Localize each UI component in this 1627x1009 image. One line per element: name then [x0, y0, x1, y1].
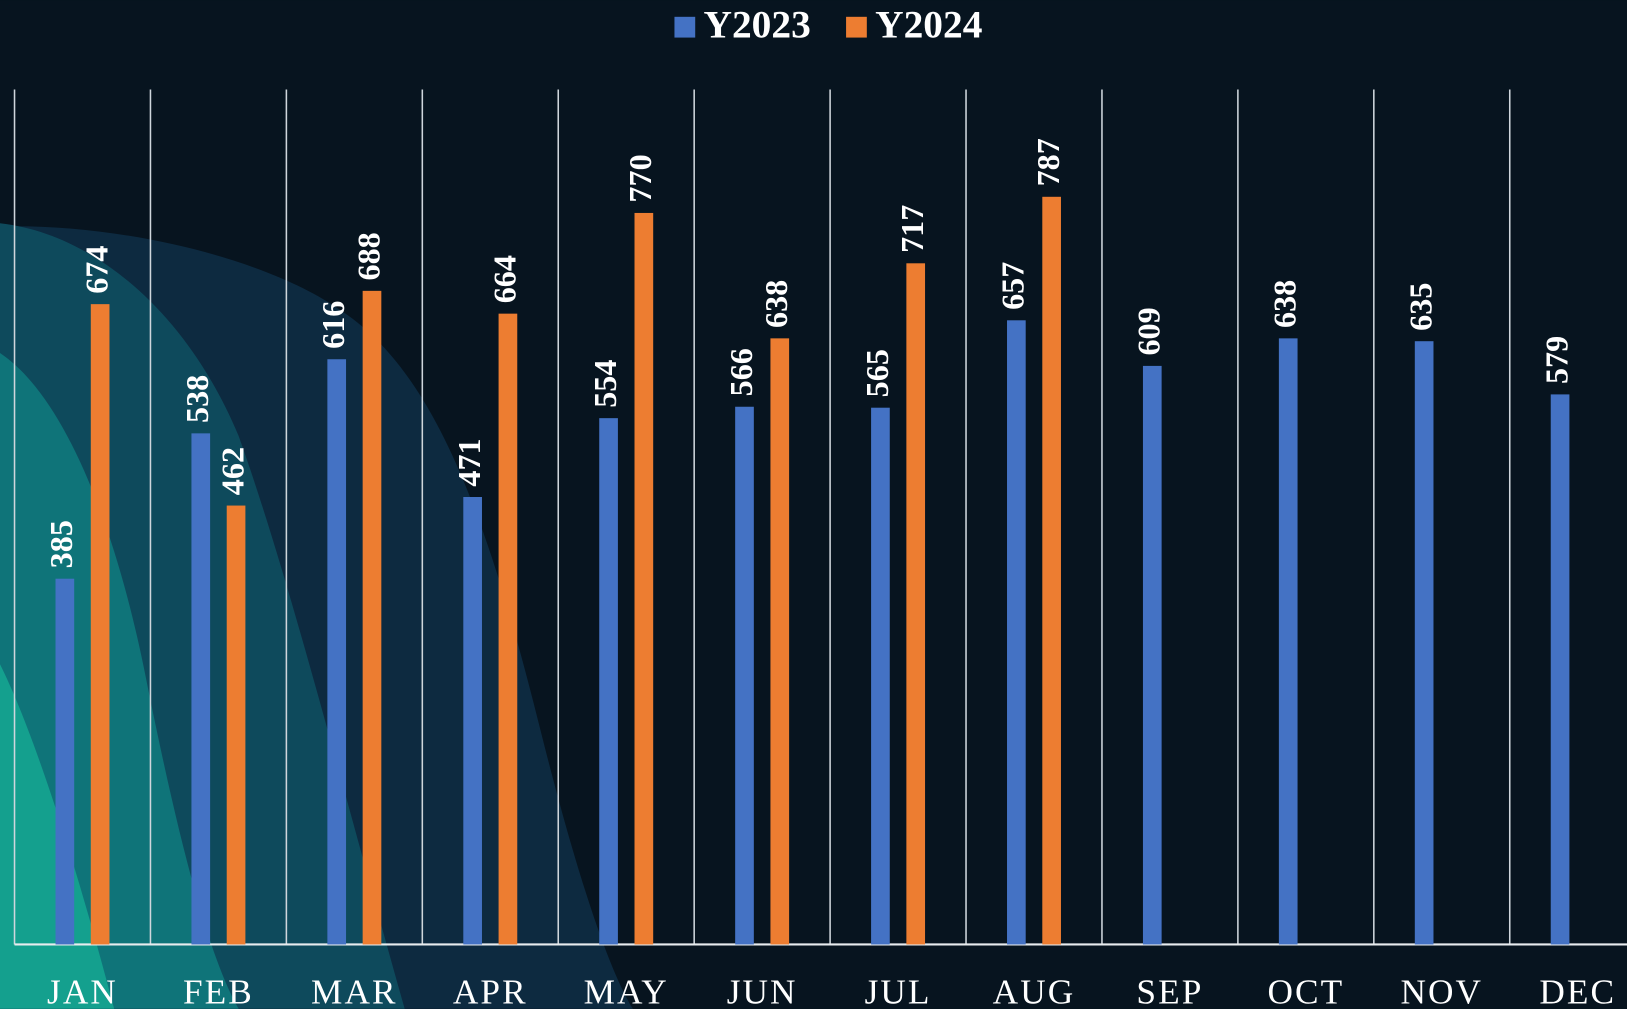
data-label: 554 — [587, 360, 623, 408]
x-tick-label: AUG — [993, 973, 1076, 1009]
bar — [1007, 320, 1026, 945]
data-label: 688 — [350, 232, 386, 280]
bar — [1278, 338, 1298, 945]
legend-swatch — [846, 16, 867, 38]
data-label: 717 — [894, 205, 930, 253]
bar — [90, 304, 110, 945]
data-label: 566 — [723, 348, 759, 396]
bar — [599, 418, 618, 945]
bar — [634, 212, 654, 945]
x-tick-label: OCT — [1267, 973, 1344, 1009]
bar — [1414, 341, 1434, 945]
data-label: 385 — [43, 520, 79, 568]
x-tick-label: JAN — [47, 973, 118, 1009]
data-label: 635 — [1403, 283, 1439, 331]
bar — [327, 359, 347, 945]
x-tick-label: NOV — [1400, 973, 1483, 1009]
data-label: 565 — [859, 349, 895, 397]
data-label: 770 — [622, 154, 658, 202]
data-label: 471 — [451, 438, 487, 486]
bar — [1142, 365, 1162, 945]
data-label: 787 — [1030, 138, 1066, 186]
bar — [362, 290, 382, 945]
data-label: 638 — [1267, 280, 1303, 328]
x-tick-label: MAR — [311, 973, 398, 1009]
data-label: 579 — [1538, 336, 1574, 384]
data-label: 462 — [214, 447, 250, 495]
bar — [770, 338, 790, 945]
x-tick-label: MAY — [584, 973, 669, 1009]
data-label: 616 — [315, 301, 351, 349]
x-tick-label: JUN — [727, 973, 798, 1009]
x-tick-label: FEB — [183, 973, 254, 1009]
bar — [55, 578, 75, 945]
bar — [906, 263, 926, 945]
bar — [735, 406, 754, 945]
legend-label: Y2023 — [704, 2, 811, 46]
bar — [498, 313, 518, 945]
legend-swatch — [674, 16, 696, 38]
bar — [1042, 196, 1061, 945]
x-tick-label: SEP — [1136, 973, 1203, 1009]
data-label: 609 — [1131, 307, 1167, 355]
data-label: 664 — [486, 255, 522, 303]
bar — [871, 407, 890, 945]
data-label: 538 — [179, 375, 215, 423]
data-label: 674 — [79, 246, 115, 294]
legend-label: Y2024 — [875, 2, 982, 46]
bar — [463, 497, 482, 945]
data-label: 638 — [758, 280, 794, 328]
bar — [226, 505, 246, 945]
bar — [1550, 394, 1570, 945]
bar — [191, 433, 211, 945]
x-tick-label: DEC — [1539, 973, 1616, 1009]
x-tick-label: JUL — [865, 973, 932, 1009]
x-tick-label: APR — [453, 973, 528, 1009]
data-label: 657 — [995, 262, 1031, 310]
